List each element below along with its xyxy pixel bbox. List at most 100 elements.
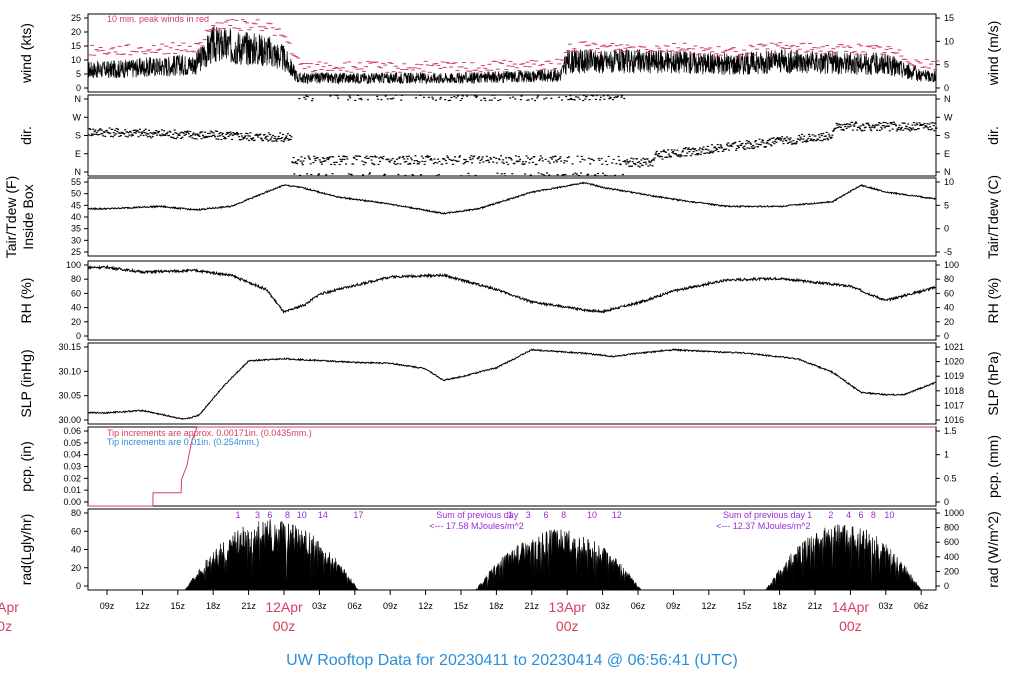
y-tick-label: 0.02 — [63, 473, 81, 483]
series-direction — [88, 94, 938, 177]
y-axis-title-right: RH (%) — [985, 278, 1001, 324]
y-axis-title-right: dir. — [985, 126, 1001, 145]
y-axis-title: rad(Lgly/hr) — [18, 514, 34, 586]
y-tick-label: 0.06 — [63, 426, 81, 436]
rad-hour-label: 1 — [807, 510, 812, 520]
y-tick-label-right: 80 — [944, 274, 954, 284]
x-tick-label: 12z — [135, 601, 150, 611]
rad-hour-label: 6 — [267, 510, 272, 520]
y-tick-label: 0.05 — [63, 438, 81, 448]
y-tick-label: 80 — [71, 508, 81, 518]
y-tick-label-right: 0 — [944, 581, 949, 591]
y-tick-label: 0.03 — [63, 462, 81, 472]
y-tick-label: E — [75, 149, 81, 159]
y-tick-label: 20 — [71, 563, 81, 573]
rad-hour-label: 14 — [318, 510, 328, 520]
y-tick-label: 30 — [71, 235, 81, 245]
y-tick-label-right: -5 — [944, 247, 952, 257]
panel-frame — [87, 260, 937, 341]
rad-hour-label: 6 — [859, 510, 864, 520]
y-tick-label-right: 200 — [944, 566, 959, 576]
y-axis-title: Tair/Tdew (F) — [3, 176, 19, 258]
y-axis-title-right: pcp. (mm) — [985, 435, 1001, 498]
y-axis-title: SLP (inHg) — [18, 349, 34, 417]
y-tick-label-right: 10 — [944, 177, 954, 187]
x-tick-label: 09z — [383, 601, 398, 611]
rad-hour-label: 8 — [561, 510, 566, 520]
y-tick-label: N — [75, 167, 82, 177]
day-label: 14Apr — [832, 599, 870, 615]
x-tick-label: 03z — [595, 601, 610, 611]
x-tick-label: 09z — [666, 601, 681, 611]
y-axis-title-right: Tair/Tdew (C) — [985, 175, 1001, 259]
rad-hour-label: 2 — [828, 510, 833, 520]
chart-title: UW Rooftop Data for 20230411 to 20230414… — [286, 652, 738, 669]
y-tick-label-right: 20 — [944, 317, 954, 327]
panel-frame — [87, 177, 937, 257]
day-label: 11Apr — [0, 599, 19, 615]
y-tick-label-right: 1.5 — [944, 426, 957, 436]
y-tick-label: 0 — [76, 331, 81, 341]
day-time-label: 00z — [0, 618, 12, 634]
series-rh — [87, 264, 936, 314]
y-tick-label-right: 40 — [944, 303, 954, 313]
y-axis-title: RH (%) — [18, 278, 34, 324]
y-axis-title-right: wind (m/s) — [985, 21, 1001, 87]
y-tick-label-right: N — [944, 167, 951, 177]
day-time-label: 00z — [839, 618, 862, 634]
y-tick-label-right: 5 — [944, 60, 949, 70]
y-tick-label: S — [75, 131, 81, 141]
y-tick-label: 60 — [71, 288, 81, 298]
rad-hour-label: 10 — [587, 510, 597, 520]
rad-hour-label: 8 — [285, 510, 290, 520]
y-tick-label: 10 — [71, 55, 81, 65]
day-time-label: 00z — [273, 618, 296, 634]
y-axis-title-right: SLP (hPa) — [985, 351, 1001, 415]
y-tick-label-right: 10 — [944, 36, 954, 46]
y-axis-title: dir. — [18, 126, 34, 145]
series-wind-mean — [87, 25, 937, 85]
y-tick-label: W — [73, 112, 82, 122]
day-time-label: 00z — [556, 618, 579, 634]
day-label: 12Apr — [265, 599, 303, 615]
y-tick-label: 100 — [66, 260, 81, 270]
pcp-annotation-blue: Tip increments are 0.01in. (0.254mm.) — [107, 437, 259, 447]
y-tick-label-right: 0.5 — [944, 473, 957, 483]
x-tick-label: 12z — [418, 601, 433, 611]
rad-sum-label: Sum of previous day — [723, 510, 806, 520]
y-tick-label-right: 1018 — [944, 386, 964, 396]
y-tick-label-right: 1019 — [944, 371, 964, 381]
x-tick-label: 09z — [100, 601, 115, 611]
time-axis: 09z 12z 15z 18z 21z 03z 06z 09z 12z 15z 18z 21z 03z 0… — [0, 590, 929, 634]
y-tick-label-right: 1 — [944, 450, 949, 460]
y-tick-label: 50 — [71, 189, 81, 199]
x-tick-label: 06z — [348, 601, 363, 611]
y-tick-label-right: 100 — [944, 260, 959, 270]
x-tick-label: 15z — [737, 601, 752, 611]
y-axis-title: wind (kts) — [18, 23, 34, 84]
series-wind-gust — [88, 19, 940, 73]
panel-wind: 0 5 10 15 20 25 0 5 10 15 wind (kts) wind (m/s) 10 m… — [18, 13, 1001, 93]
rad-hour-label: 8 — [871, 510, 876, 520]
y-tick-label: 20 — [71, 317, 81, 327]
rad-day-2 — [474, 529, 642, 591]
y-tick-label: 25 — [71, 13, 81, 23]
y-tick-label: 35 — [71, 224, 81, 234]
x-tick-label: 06z — [914, 601, 929, 611]
y-tick-label-right: 5 — [944, 200, 949, 210]
y-tick-label-right: 1017 — [944, 400, 964, 410]
rad-sum-label: Sum of previous day — [436, 510, 519, 520]
x-tick-label: 12z — [702, 601, 717, 611]
rad-hour-label: 10 — [884, 510, 894, 520]
x-tick-label: 15z — [171, 601, 186, 611]
panel-slp: 30.00 30.05 30.10 30.15 1016 1017 1018 1019 1020… — [18, 342, 1001, 425]
rad-hour-label: 10 — [297, 510, 307, 520]
rad-hour-label: 1 — [508, 510, 513, 520]
y-tick-label: 20 — [71, 27, 81, 37]
rad-day-3 — [764, 524, 922, 591]
y-tick-label: 0.00 — [63, 497, 81, 507]
y-tick-label: 55 — [71, 177, 81, 187]
rad-hour-label: 3 — [255, 510, 260, 520]
y-tick-label: 60 — [71, 526, 81, 536]
